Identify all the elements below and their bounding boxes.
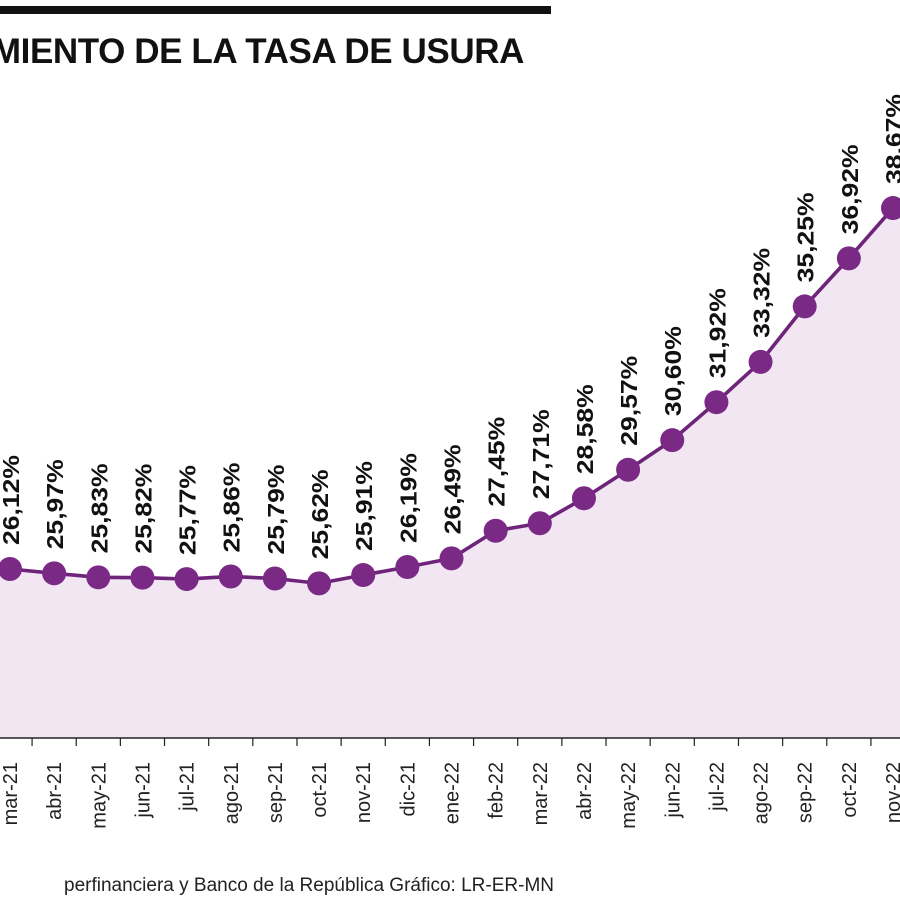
x-tick-label-feb-22: feb-22 <box>486 762 508 819</box>
data-point-feb-22 <box>483 518 508 543</box>
x-tick-label-jul-21: jul-21 <box>177 762 199 812</box>
x-tick-label-mar-21: mar-21 <box>0 762 22 825</box>
data-point-dic-21 <box>395 554 420 579</box>
value-label-ago-22: 33,32% <box>749 248 775 338</box>
value-label-sep-22: 35,25% <box>793 192 819 282</box>
data-point-may-21 <box>86 565 111 590</box>
data-point-nov-21 <box>351 563 376 588</box>
data-point-ene-22 <box>439 546 464 571</box>
value-label-jul-22: 31,92% <box>704 288 730 378</box>
x-tick-label-ago-21: ago-21 <box>221 762 243 824</box>
x-tick-label-ene-22: ene-22 <box>442 762 464 824</box>
data-point-sep-22 <box>792 294 817 319</box>
value-label-mar-21: 26,12% <box>0 455 24 545</box>
data-label-layer: 26,12% 25,97% 25,83% 25,82% 25,77% 25,86% 25,7… <box>0 94 900 559</box>
x-tick-label-ago-22: ago-22 <box>751 762 773 824</box>
value-label-may-22: 29,57% <box>616 356 642 446</box>
x-tick-label-mar-22: mar-22 <box>530 762 552 825</box>
value-label-feb-22: 27,45% <box>484 417 510 507</box>
data-point-sep-21 <box>262 566 287 591</box>
x-tick-label-oct-21: oct-21 <box>309 762 331 818</box>
value-label-oct-22: 36,92% <box>837 144 863 234</box>
data-point-oct-22 <box>836 246 861 271</box>
data-point-mar-21 <box>0 557 22 581</box>
value-label-jun-21: 25,82% <box>130 464 156 554</box>
x-tick-label-sep-22: sep-22 <box>795 762 817 823</box>
data-point-jun-21 <box>130 565 155 590</box>
value-label-jun-22: 30,60% <box>660 326 686 416</box>
value-label-may-21: 25,83% <box>86 463 112 553</box>
x-tick-label-abr-21: abr-21 <box>44 762 66 820</box>
x-tick-label-sep-21: sep-21 <box>265 762 287 823</box>
x-tick-label-nov-21: nov-21 <box>353 762 375 823</box>
x-tick-label-layer: mar-21 abr-21 may-21 jun-21 jul-21 ago-21 sep-… <box>0 762 900 829</box>
data-point-ago-21 <box>218 564 243 589</box>
data-point-abr-21 <box>42 561 67 586</box>
data-point-abr-22 <box>571 486 596 511</box>
data-point-nov-22 <box>881 196 900 221</box>
marker-layer <box>0 196 900 596</box>
value-label-nov-22: 38,67% <box>881 94 900 184</box>
data-point-may-22 <box>616 457 641 482</box>
data-point-jun-22 <box>660 428 685 453</box>
x-tick-label-may-22: may-22 <box>618 762 640 829</box>
x-tick-label-dic-21: dic-21 <box>397 762 419 816</box>
value-label-abr-22: 28,58% <box>572 384 598 474</box>
usury-rate-chart: 26,12% 25,97% 25,83% 25,82% 25,77% 25,86% 25,7… <box>0 94 900 829</box>
x-axis <box>0 737 900 746</box>
data-point-mar-22 <box>527 511 552 536</box>
value-label-nov-21: 25,91% <box>351 461 377 551</box>
area-fill-layer <box>0 200 900 738</box>
value-label-jul-21: 25,77% <box>175 465 201 555</box>
data-point-ago-22 <box>748 349 773 374</box>
chart-title: MIENTO DE LA TASA DE USURA <box>0 32 524 71</box>
data-point-oct-21 <box>307 571 332 596</box>
value-label-dic-21: 26,19% <box>395 453 421 543</box>
area-fill <box>0 200 900 738</box>
x-tick-label-jul-22: jul-22 <box>706 762 728 812</box>
x-tick-label-nov-22: nov-22 <box>883 762 900 823</box>
data-point-jul-22 <box>704 390 729 415</box>
value-label-mar-22: 27,71% <box>528 409 554 499</box>
data-point-jul-21 <box>174 567 199 592</box>
x-tick-label-oct-22: oct-22 <box>839 762 861 818</box>
value-label-ago-21: 25,86% <box>219 462 245 552</box>
value-label-ene-22: 26,49% <box>440 444 466 534</box>
source-credit: perfinanciera y Banco de la República Gr… <box>64 875 554 896</box>
title-top-rule <box>0 6 551 14</box>
x-tick-label-jun-21: jun-21 <box>132 762 154 819</box>
x-tick-label-may-21: may-21 <box>88 762 110 829</box>
value-label-oct-21: 25,62% <box>307 469 333 559</box>
x-tick-label-abr-22: abr-22 <box>574 762 596 820</box>
x-tick-label-jun-22: jun-22 <box>662 762 684 819</box>
value-label-sep-21: 25,79% <box>263 464 289 554</box>
value-label-abr-21: 25,97% <box>42 459 68 549</box>
